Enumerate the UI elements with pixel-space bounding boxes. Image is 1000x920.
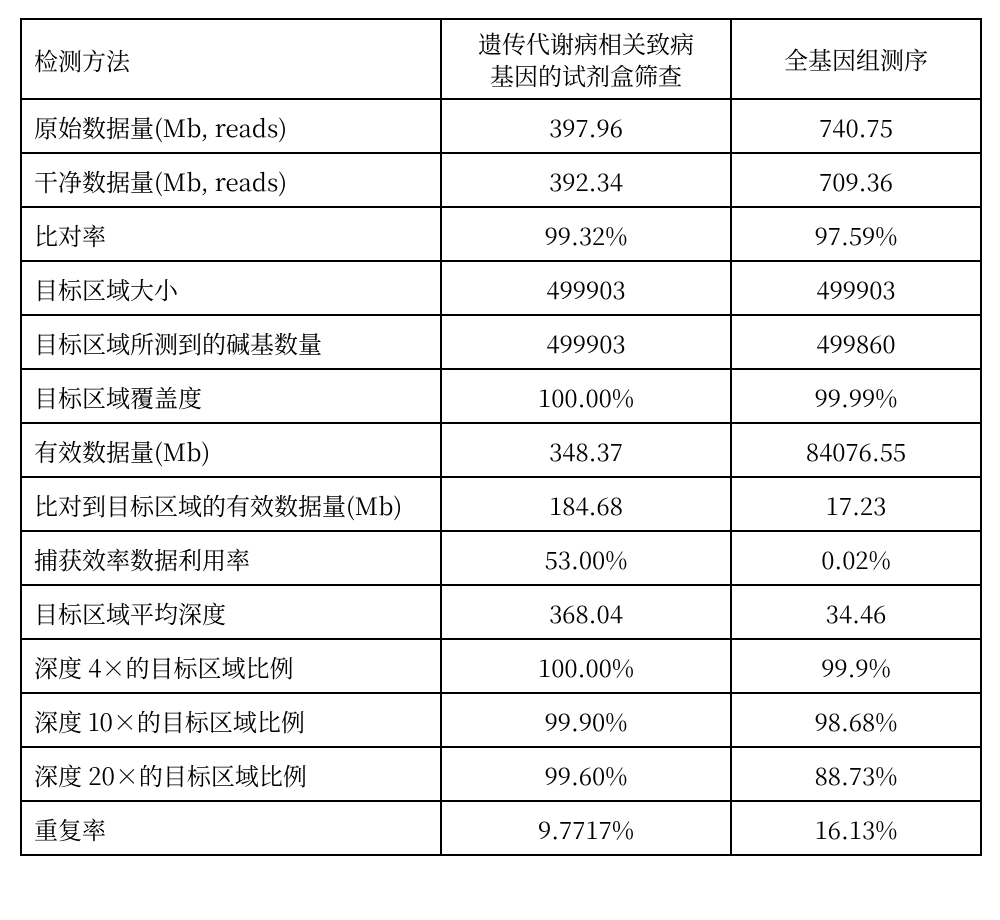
row-label: 比对率 <box>21 207 441 261</box>
row-label: 目标区域大小 <box>21 261 441 315</box>
row-label: 重复率 <box>21 801 441 855</box>
row-value-wgs: 34.46 <box>731 585 981 639</box>
table-row: 目标区域平均深度368.0434.46 <box>21 585 981 639</box>
row-label: 有效数据量(Mb) <box>21 423 441 477</box>
row-value-wgs: 84076.55 <box>731 423 981 477</box>
row-value-kit: 99.90% <box>441 693 731 747</box>
table-header-row: 检测方法 遗传代谢病相关致病基因的试剂盒筛查 全基因组测序 <box>21 19 981 99</box>
row-value-wgs: 99.9% <box>731 639 981 693</box>
row-label: 深度 10×的目标区域比例 <box>21 693 441 747</box>
table-head: 检测方法 遗传代谢病相关致病基因的试剂盒筛查 全基因组测序 <box>21 19 981 99</box>
row-value-wgs: 88.73% <box>731 747 981 801</box>
row-value-wgs: 16.13% <box>731 801 981 855</box>
table-body: 原始数据量(Mb, reads)397.96740.75干净数据量(Mb, re… <box>21 99 981 855</box>
row-value-wgs: 499903 <box>731 261 981 315</box>
row-value-wgs: 499860 <box>731 315 981 369</box>
row-value-wgs: 99.99% <box>731 369 981 423</box>
row-value-kit: 53.00% <box>441 531 731 585</box>
comparison-table: 检测方法 遗传代谢病相关致病基因的试剂盒筛查 全基因组测序 原始数据量(Mb, … <box>20 18 982 856</box>
row-label: 深度 4×的目标区域比例 <box>21 639 441 693</box>
table-row: 目标区域所测到的碱基数量499903499860 <box>21 315 981 369</box>
row-value-wgs: 98.68% <box>731 693 981 747</box>
row-value-kit: 368.04 <box>441 585 731 639</box>
row-value-wgs: 740.75 <box>731 99 981 153</box>
row-label: 原始数据量(Mb, reads) <box>21 99 441 153</box>
row-label: 深度 20×的目标区域比例 <box>21 747 441 801</box>
row-value-kit: 99.32% <box>441 207 731 261</box>
row-value-kit: 392.34 <box>441 153 731 207</box>
row-value-kit: 100.00% <box>441 639 731 693</box>
row-value-wgs: 17.23 <box>731 477 981 531</box>
row-value-wgs: 709.36 <box>731 153 981 207</box>
row-value-kit: 499903 <box>441 315 731 369</box>
table-row: 有效数据量(Mb)348.3784076.55 <box>21 423 981 477</box>
row-value-kit: 397.96 <box>441 99 731 153</box>
table-row: 比对到目标区域的有效数据量(Mb)184.6817.23 <box>21 477 981 531</box>
table-row: 原始数据量(Mb, reads)397.96740.75 <box>21 99 981 153</box>
row-value-kit: 99.60% <box>441 747 731 801</box>
row-label: 捕获效率数据利用率 <box>21 531 441 585</box>
row-label: 比对到目标区域的有效数据量(Mb) <box>21 477 441 531</box>
row-value-kit: 499903 <box>441 261 731 315</box>
row-label: 目标区域平均深度 <box>21 585 441 639</box>
row-label: 目标区域所测到的碱基数量 <box>21 315 441 369</box>
row-label: 干净数据量(Mb, reads) <box>21 153 441 207</box>
row-value-kit: 348.37 <box>441 423 731 477</box>
row-value-wgs: 0.02% <box>731 531 981 585</box>
col-header-method: 检测方法 <box>21 19 441 99</box>
page: 检测方法 遗传代谢病相关致病基因的试剂盒筛查 全基因组测序 原始数据量(Mb, … <box>0 0 1000 920</box>
table-row: 目标区域覆盖度100.00%99.99% <box>21 369 981 423</box>
table-row: 比对率99.32%97.59% <box>21 207 981 261</box>
row-value-kit: 9.7717% <box>441 801 731 855</box>
table-row: 目标区域大小499903499903 <box>21 261 981 315</box>
col-header-wgs: 全基因组测序 <box>731 19 981 99</box>
table-row: 深度 10×的目标区域比例99.90%98.68% <box>21 693 981 747</box>
row-value-kit: 100.00% <box>441 369 731 423</box>
table-row: 深度 4×的目标区域比例100.00%99.9% <box>21 639 981 693</box>
row-label: 目标区域覆盖度 <box>21 369 441 423</box>
table-row: 深度 20×的目标区域比例99.60%88.73% <box>21 747 981 801</box>
table-row: 重复率9.7717%16.13% <box>21 801 981 855</box>
row-value-wgs: 97.59% <box>731 207 981 261</box>
table-row: 干净数据量(Mb, reads)392.34709.36 <box>21 153 981 207</box>
table-row: 捕获效率数据利用率53.00%0.02% <box>21 531 981 585</box>
row-value-kit: 184.68 <box>441 477 731 531</box>
col-header-kit: 遗传代谢病相关致病基因的试剂盒筛查 <box>441 19 731 99</box>
